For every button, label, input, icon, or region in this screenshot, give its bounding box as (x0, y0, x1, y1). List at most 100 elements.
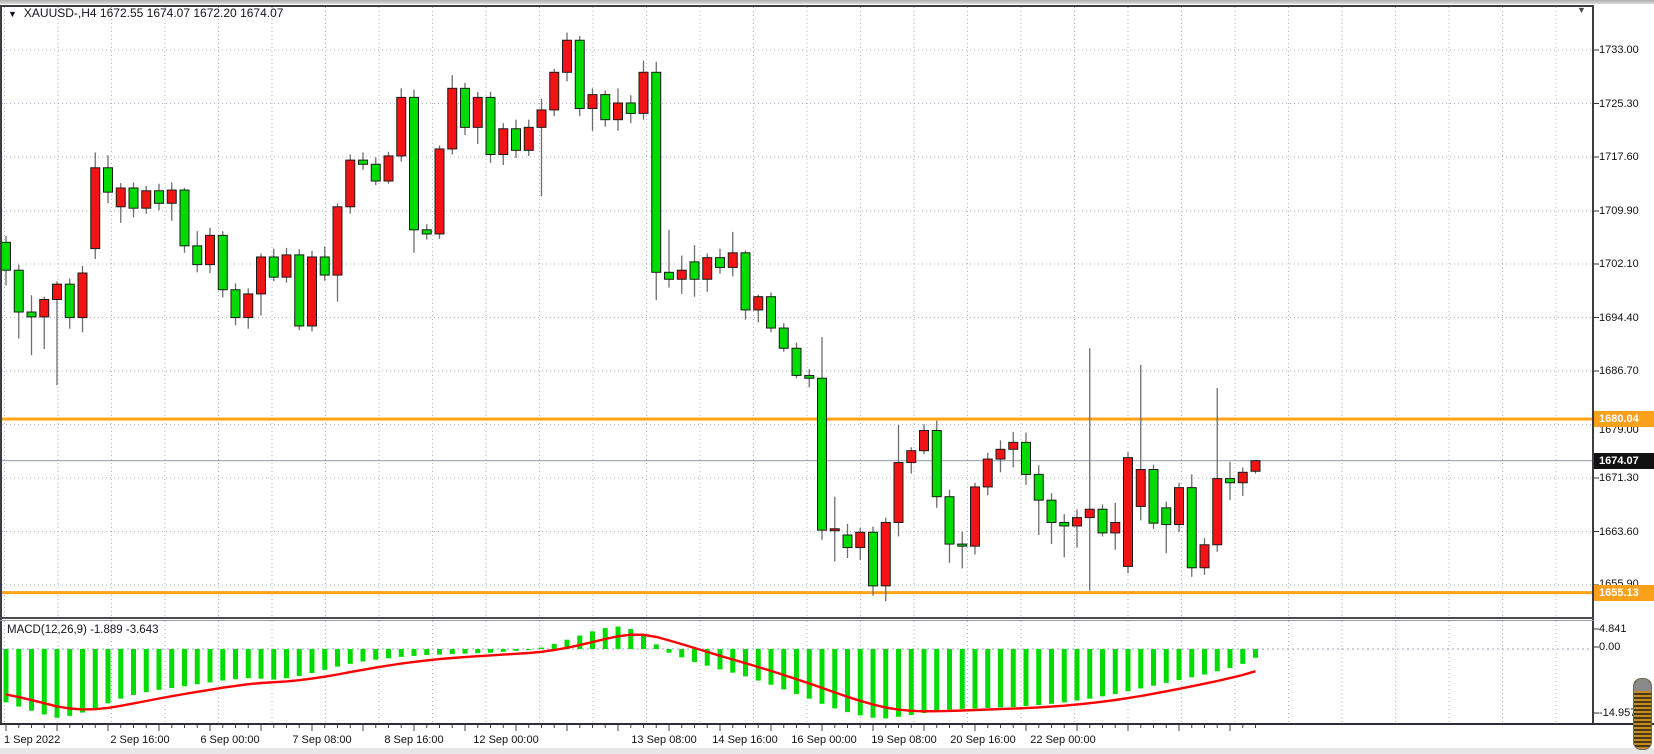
candle-body (893, 462, 904, 523)
macd-histogram-bar (883, 649, 889, 719)
time-axis-label: 16 Sep 00:00 (791, 734, 857, 746)
macd-histogram-bar (526, 649, 532, 650)
macd-histogram-bar (704, 649, 710, 666)
candle-body (715, 257, 725, 268)
candle-body (268, 256, 279, 278)
candle-body (281, 254, 292, 278)
candle-body (791, 347, 802, 376)
macd-histogram-bar (1074, 649, 1080, 701)
time-axis-label: 13 Sep 08:00 (631, 734, 697, 746)
candle-body (396, 96, 407, 157)
macd-histogram-bar (16, 649, 22, 707)
macd-histogram-bar (1189, 649, 1195, 678)
macd-histogram-bar (539, 647, 544, 649)
chart-shift-icon[interactable]: ▼ (1577, 5, 1586, 15)
macd-histogram-bar (857, 649, 863, 716)
candle-body (370, 163, 381, 182)
candle-body (511, 128, 521, 151)
candle-body (485, 96, 496, 156)
candle-body (1199, 544, 1210, 569)
chart-title-text: XAUUSD-,H4 1672.55 1674.07 1672.20 1674.… (23, 6, 284, 20)
candle-body (421, 229, 432, 235)
macd-histogram-bar (143, 649, 149, 693)
macd-histogram-bar (564, 639, 570, 649)
candle-body (52, 283, 62, 300)
symbol-dropdown-icon[interactable]: ▼ (8, 9, 17, 19)
scrollbar-thumb-cap (1634, 679, 1651, 691)
candle-body (256, 256, 266, 295)
candle-body (587, 94, 598, 110)
candle-body (625, 102, 636, 114)
time-axis-label: 1 Sep 2022 (4, 734, 61, 746)
candle-body (472, 96, 483, 128)
candle-body (1212, 478, 1223, 546)
macd-histogram-bar (309, 649, 315, 674)
macd-histogram-bar (245, 649, 251, 679)
candle-body (1250, 460, 1261, 472)
candle-body (638, 71, 649, 114)
candle-body (536, 109, 547, 128)
macd-histogram-bar (1253, 649, 1258, 658)
macd-histogram-bar (105, 649, 111, 704)
macd-histogram-bar (1087, 649, 1093, 699)
macd-histogram-bar (118, 649, 124, 699)
macd-histogram-bar (806, 649, 812, 699)
level-price-tag: 1655.13 (1594, 584, 1654, 601)
macd-histogram-bar (347, 649, 353, 664)
macd-histogram-bar (947, 649, 952, 710)
macd-histogram-bar (488, 649, 493, 653)
candle-body (931, 429, 942, 498)
macd-histogram-bar (271, 649, 277, 680)
candle-body (778, 327, 789, 349)
macd-histogram-bar (730, 649, 736, 673)
candle-body (1046, 499, 1057, 523)
macd-histogram-bar (985, 649, 991, 708)
macd-histogram-bar (194, 649, 200, 685)
macd-histogram-bar (1138, 649, 1144, 689)
candle-body (1110, 521, 1121, 534)
candle-body (1033, 473, 1044, 501)
window-bottom-edge (0, 748, 1654, 754)
macd-histogram-bar (1214, 649, 1220, 672)
macd-histogram-bar (1163, 649, 1169, 683)
grid (2, 7, 1592, 722)
candle-body (1186, 487, 1197, 569)
macd-histogram-bar (551, 643, 557, 649)
candle-body (115, 187, 126, 208)
axis-ticks (5, 49, 1599, 731)
price-axis-label: 1725.30 (1599, 97, 1639, 110)
macd-histogram-bar (641, 635, 646, 649)
candles (1, 32, 1261, 602)
macd-histogram-bar (1176, 649, 1182, 681)
price-axis-label: 1709.90 (1599, 205, 1639, 217)
macd-histogram-bar (360, 649, 366, 662)
candle-body (39, 298, 50, 318)
candle-body (868, 531, 878, 587)
horizontal-scrollbar-thumb[interactable] (1633, 678, 1652, 750)
macd-histogram-bar (398, 649, 404, 657)
macd-histogram-bar (755, 649, 761, 681)
macd-histogram-bar (845, 649, 850, 713)
candle-body (549, 71, 560, 111)
candle-body (447, 87, 458, 150)
candle-body (179, 189, 190, 247)
macd-histogram-bar (169, 649, 175, 688)
candle-body (562, 39, 572, 73)
macd-histogram-bar (233, 649, 238, 680)
candle-body (243, 293, 254, 319)
candle-body (842, 534, 853, 549)
candle-body (613, 102, 623, 121)
candle-body (664, 271, 674, 280)
macd-histogram-bar (80, 649, 85, 713)
time-axis-label: 22 Sep 00:00 (1030, 734, 1096, 746)
macd-histogram-bar (921, 649, 927, 714)
candle-body (919, 429, 929, 452)
candle-body (702, 257, 713, 280)
price-axis-label: 1733.00 (1599, 44, 1639, 56)
macd-indicator-label: MACD(12,26,9) -1.889 -3.643 (7, 624, 159, 636)
price-axis-label: 1686.70 (1599, 365, 1639, 377)
macd-histogram-bar (207, 649, 213, 683)
macd-histogram-bar (296, 649, 302, 676)
candle-body (409, 96, 419, 231)
